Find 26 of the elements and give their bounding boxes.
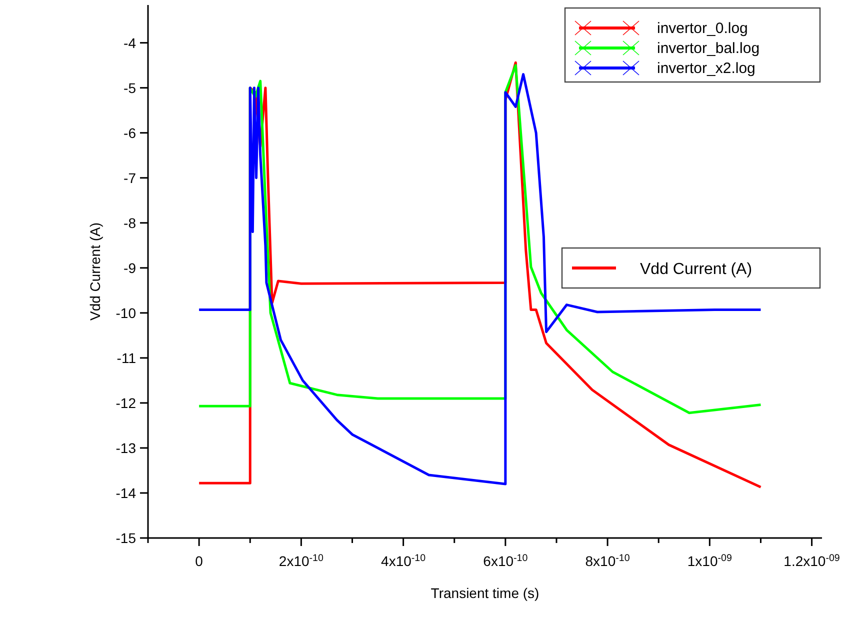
legend-label: invertor_x2.log xyxy=(657,60,756,77)
y-tick-label: -5 xyxy=(124,80,136,96)
y-tick-label: -6 xyxy=(124,124,136,141)
y-tick-label: -10 xyxy=(116,304,136,321)
y-tick-label: -8 xyxy=(124,214,136,231)
y-tick-label: -12 xyxy=(116,394,136,411)
y-tick-label: -14 xyxy=(116,484,136,501)
legend-label: invertor_0.log xyxy=(657,20,748,37)
note-box: Vdd Current (A) xyxy=(561,247,821,289)
x-tick-label: 6x10$^{-10}$ xyxy=(483,552,528,569)
y-tick-label: -4 xyxy=(124,34,136,51)
x-axis-title: Transient time (s) xyxy=(430,585,540,601)
y-tick-label: -15 xyxy=(116,530,136,546)
y-axis-title: Vdd Current (A) xyxy=(87,222,103,321)
y-tick-label: -9 xyxy=(124,260,136,276)
x-tick-label: 0 xyxy=(195,553,204,569)
annotation: Vdd Current (A) xyxy=(640,261,752,278)
x-tick-label: 4x10$^{-10}$ xyxy=(381,552,426,569)
y-tick-label: -11 xyxy=(116,350,136,366)
x-tick-label: 1x10$^{-09}$ xyxy=(687,552,732,569)
y-tick-label: -7 xyxy=(124,170,136,186)
x-tick-label: 2x10$^{-10}$ xyxy=(278,552,324,569)
y-tick-label: -13 xyxy=(116,440,136,456)
x-tick-label: 1.2x10$^{-09}$ xyxy=(784,552,840,569)
legend-label: invertor_bal.log xyxy=(657,40,760,57)
x-tick-label: 8x10$^{-10}$ xyxy=(585,552,630,569)
